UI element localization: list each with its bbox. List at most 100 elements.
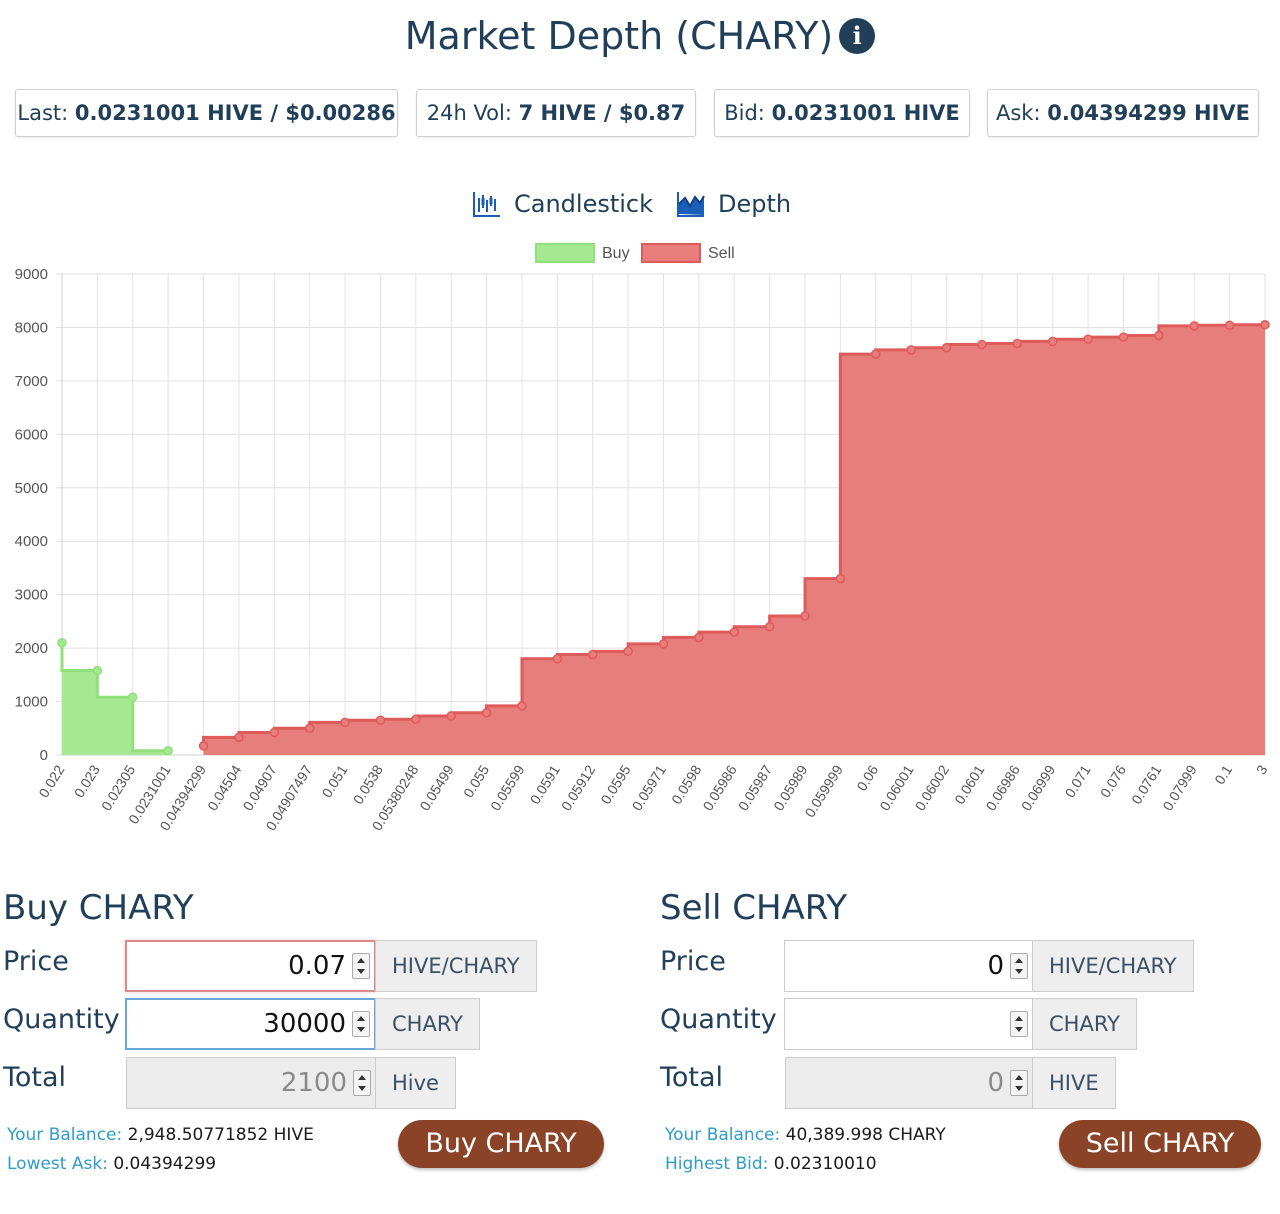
market-depth-chart: 0 1000 2000 3000 4000 5000 6000 7000 8000 9000 0.0… <box>15 243 1271 833</box>
buy-point <box>92 665 103 676</box>
sell-point <box>835 573 846 584</box>
x-tick-label: 0.04504 <box>204 762 244 814</box>
sell-point <box>1224 320 1235 331</box>
sell-point <box>411 714 421 724</box>
x-tick-label: 0.06999 <box>1018 762 1058 814</box>
sell-point <box>977 339 987 350</box>
buy-legend-swatch <box>535 243 595 263</box>
x-tick-label: 0.06002 <box>912 762 952 814</box>
x-tick-label: 0.076 <box>1097 762 1129 800</box>
sell-quantity-unit: CHARY <box>1032 998 1137 1050</box>
highest-bid-value[interactable]: 0.02310010 <box>773 1154 877 1174</box>
sell-point <box>729 627 740 637</box>
x-tick-label: 0.05986 <box>699 762 739 814</box>
y-tick-label: 3000 <box>15 587 48 604</box>
buy-total-label: Total <box>3 1062 67 1093</box>
ask-value: 0.04394299 HIVE <box>1047 101 1250 125</box>
sell-price-input[interactable]: 0 <box>784 940 1033 992</box>
sell-point <box>481 708 492 718</box>
lowest-ask-value[interactable]: 0.04394299 <box>113 1154 217 1174</box>
buy-button[interactable]: Buy CHARY <box>398 1120 604 1168</box>
x-tick-label: 0.0598 <box>668 762 704 807</box>
sell-point <box>587 649 598 660</box>
sell-legend-swatch <box>641 243 701 263</box>
x-tick-label: 0.071 <box>1061 762 1093 800</box>
x-tick-label: 0.0761 <box>1128 762 1164 807</box>
bid-label: Bid: <box>724 101 765 125</box>
lowest-ask-label[interactable]: Lowest Ask: <box>7 1154 108 1174</box>
buy-line <box>60 642 169 753</box>
y-tick-label: 9000 <box>15 266 48 283</box>
highest-bid: Highest Bid: 0.02310010 <box>665 1154 877 1174</box>
buy-price-value: 0.07 <box>288 951 346 981</box>
sell-point <box>234 732 244 743</box>
x-tick-label: 0.051 <box>318 762 350 800</box>
buy-total-input: 2100 <box>126 1057 376 1109</box>
sell-total-spinner <box>1010 1070 1028 1096</box>
x-tick-label: 0.06 <box>853 762 881 794</box>
buy-total-spinner <box>353 1070 371 1096</box>
sell-quantity-spinner[interactable] <box>1010 1011 1028 1037</box>
sell-point <box>694 632 704 643</box>
sell-point <box>800 611 810 621</box>
y-tick-label: 5000 <box>15 480 48 497</box>
y-tick-label: 8000 <box>15 319 48 336</box>
tab-candlestick[interactable]: Candlestick <box>472 186 653 222</box>
sell-button[interactable]: Sell CHARY <box>1059 1120 1261 1168</box>
sell-point <box>623 646 633 657</box>
sell-legend-label: Sell <box>708 245 735 262</box>
sell-quantity-input[interactable] <box>784 998 1033 1050</box>
x-tick-label: 0.07999 <box>1159 762 1199 814</box>
x-tick-label: 0.1 <box>1211 762 1235 787</box>
tab-depth[interactable]: Depth <box>676 186 791 222</box>
volume-stat: 24h Vol: 7 HIVE / $0.87 <box>416 89 696 137</box>
sell-point <box>304 723 315 734</box>
x-tick-label: 0.0595 <box>597 762 633 807</box>
sell-quantity-label: Quantity <box>660 1004 777 1035</box>
last-value: 0.0231001 HIVE / $0.00286 <box>74 101 396 125</box>
bid-value: 0.0231001 HIVE <box>771 101 960 125</box>
sell-total-unit: HIVE <box>1032 1057 1116 1109</box>
sell-point <box>1047 336 1058 347</box>
y-tick-label: 1000 <box>15 694 48 711</box>
buy-point <box>163 745 173 756</box>
sell-point <box>552 654 563 664</box>
lowest-ask: Lowest Ask: 0.04394299 <box>7 1154 216 1174</box>
sell-point <box>269 727 280 738</box>
buy-price-spinner[interactable] <box>352 953 370 979</box>
buy-area <box>62 642 169 755</box>
buy-quantity-spinner[interactable] <box>352 1011 370 1037</box>
sell-point <box>906 345 916 355</box>
tab-candlestick-label: Candlestick <box>514 190 654 218</box>
y-tick-label: 7000 <box>15 373 48 390</box>
sell-heading: Sell CHARY <box>660 888 847 928</box>
sell-point <box>1118 332 1129 342</box>
x-tick-label: 0.022 <box>35 762 67 800</box>
buy-legend-label: Buy <box>602 245 630 262</box>
sell-price-value: 0 <box>987 951 1004 981</box>
sell-point <box>871 349 881 359</box>
sell-price-spinner[interactable] <box>1010 953 1028 979</box>
x-tick-label: 0.06001 <box>876 762 916 814</box>
x-tick-label: 0.05971 <box>629 762 669 814</box>
sell-point <box>658 639 669 649</box>
ask-stat: Ask: 0.04394299 HIVE <box>987 89 1259 137</box>
highest-bid-label[interactable]: Highest Bid: <box>665 1154 769 1174</box>
sell-area <box>203 324 1265 755</box>
x-tick-label: 0.0591 <box>527 762 563 807</box>
sell-balance: Your Balance: 40,389.998 CHARY <box>665 1125 946 1145</box>
sell-point <box>198 741 209 751</box>
sell-point <box>446 711 456 721</box>
buy-total-value: 2100 <box>280 1068 347 1098</box>
page-title-text: Market Depth (CHARY) <box>404 14 834 58</box>
x-tick-label: 0.06986 <box>982 762 1022 814</box>
vol-value: 7 HIVE / $0.87 <box>518 101 686 125</box>
x-tick-label: 0.05912 <box>558 762 598 814</box>
buy-price-input[interactable]: 0.07 <box>125 940 376 992</box>
buy-quantity-input[interactable]: 30000 <box>125 998 376 1050</box>
buy-heading: Buy CHARY <box>3 888 194 928</box>
y-tick-label: 2000 <box>15 640 48 657</box>
buy-point <box>57 638 67 648</box>
vol-label: 24h Vol: <box>426 101 512 125</box>
info-icon[interactable]: i <box>839 18 876 54</box>
